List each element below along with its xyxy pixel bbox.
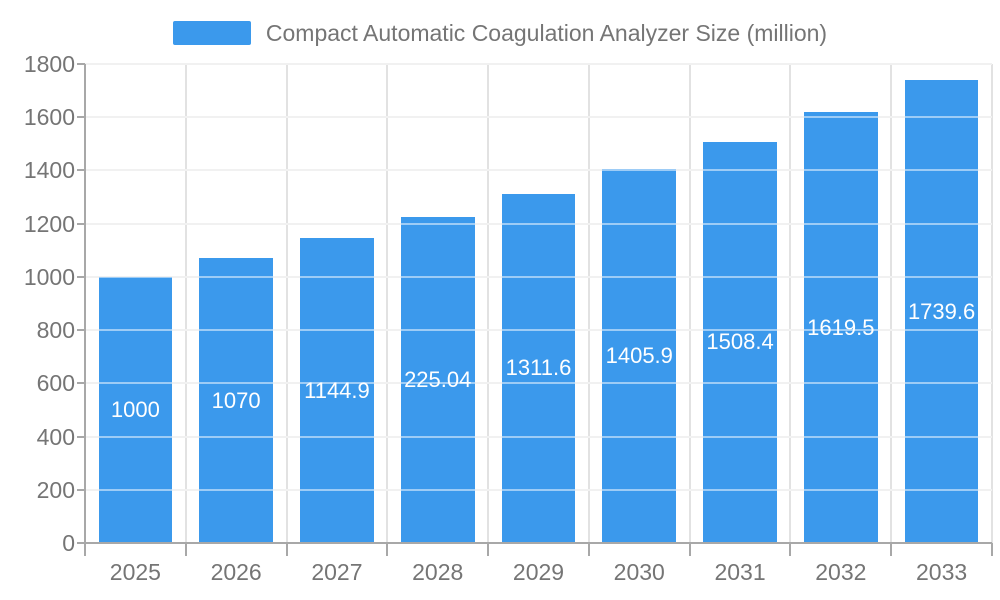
bar-value-label: 225.04 xyxy=(404,367,472,392)
h-gridline-overlay xyxy=(85,329,992,332)
bar-value-label: 1311.6 xyxy=(505,355,572,381)
v-gridline xyxy=(487,64,490,543)
x-axis-tick xyxy=(184,543,187,556)
y-axis-tick-label: 200 xyxy=(36,476,75,503)
h-gridline-overlay xyxy=(85,435,992,438)
h-gridline-overlay xyxy=(85,275,992,278)
legend-swatch xyxy=(172,21,251,45)
bar-value-label: 1405.9 xyxy=(605,342,673,368)
x-axis-tick-label: 2027 xyxy=(311,559,363,585)
y-axis-tick-label: 1400 xyxy=(23,157,75,184)
h-gridline-overlay xyxy=(85,488,992,491)
bar-value-label: 1144.9 xyxy=(304,377,370,403)
bar-2030[interactable] xyxy=(602,168,677,543)
x-axis-tick-label: 2028 xyxy=(412,559,464,585)
legend-label: Compact Automatic Coagulation Analyzer S… xyxy=(265,19,828,46)
x-axis-tick-label: 2025 xyxy=(109,559,161,585)
v-gridline xyxy=(285,64,288,543)
x-axis-tick xyxy=(991,543,993,556)
y-axis-tick xyxy=(77,222,85,225)
x-axis-tick xyxy=(890,543,893,556)
h-gridline-overlay xyxy=(85,382,992,385)
y-axis-tick-label: 600 xyxy=(36,370,75,397)
x-axis-tick-label: 2030 xyxy=(613,559,665,585)
h-gridline-overlay xyxy=(85,116,992,119)
x-axis-tick-label: 2026 xyxy=(210,559,262,585)
v-gridline xyxy=(789,64,792,543)
x-axis-tick xyxy=(789,543,792,556)
x-axis-tick-label: 2029 xyxy=(512,559,565,585)
v-gridline xyxy=(386,64,389,543)
h-gridline-overlay xyxy=(85,169,992,172)
legend: Compact Automatic Coagulation Analyzer S… xyxy=(0,18,1000,48)
v-gridline xyxy=(890,64,893,543)
y-axis-tick xyxy=(77,63,85,65)
x-axis-tick-label: 2031 xyxy=(714,559,766,585)
bar-value-label: 1739.6 xyxy=(907,298,976,324)
x-axis-tick xyxy=(487,543,490,556)
bar-value-label: 1070 xyxy=(211,387,261,413)
x-axis-line xyxy=(85,542,992,544)
legend-item[interactable]: Compact Automatic Coagulation Analyzer S… xyxy=(172,19,828,47)
x-axis-tick xyxy=(285,543,288,556)
bar-value-label: 1508.4 xyxy=(706,329,774,355)
v-gridline xyxy=(688,64,691,543)
bar-2031[interactable] xyxy=(703,141,777,543)
y-axis-tick xyxy=(77,382,85,385)
bar-2029[interactable] xyxy=(501,193,576,543)
y-axis-tick-label: 400 xyxy=(36,423,75,450)
y-axis-tick xyxy=(77,116,85,119)
x-axis-tick xyxy=(386,543,389,556)
v-gridline xyxy=(991,64,993,543)
y-axis-tick-label: 1200 xyxy=(23,210,75,237)
v-gridline xyxy=(184,64,187,543)
x-axis-tick xyxy=(688,543,691,556)
y-axis-tick-label: 1600 xyxy=(23,104,75,131)
y-axis-tick xyxy=(77,435,85,438)
y-axis-tick-label: 1800 xyxy=(23,51,75,77)
x-axis-tick xyxy=(84,543,86,556)
h-gridline-overlay xyxy=(85,63,992,65)
y-axis-tick xyxy=(77,275,85,278)
plot-area: 1000 1070 1144.9 225.04 1311.6 1405.9 1508.4 16… xyxy=(24,51,993,585)
bar-2032[interactable] xyxy=(804,112,878,543)
bar-2026[interactable] xyxy=(199,258,273,543)
bar-2028[interactable] xyxy=(400,217,475,543)
x-axis-tick-label: 2032 xyxy=(815,559,867,585)
v-gridline xyxy=(587,64,590,543)
y-axis-tick-label: 800 xyxy=(36,317,75,344)
x-axis-tick xyxy=(587,543,590,556)
bar-value-label: 1000 xyxy=(110,396,160,422)
h-gridline-overlay xyxy=(85,222,992,225)
bar-value-label: 1619.5 xyxy=(807,314,875,340)
bar-2027[interactable] xyxy=(300,238,374,543)
y-axis-tick-label: 1000 xyxy=(23,263,75,290)
bar-2025[interactable] xyxy=(98,276,173,543)
bar-2033[interactable] xyxy=(904,80,979,543)
y-axis-tick-label: 0 xyxy=(62,530,75,556)
y-axis-tick xyxy=(77,542,85,544)
y-axis-tick xyxy=(77,329,85,332)
x-axis-tick-label: 2033 xyxy=(916,559,968,585)
y-axis-line xyxy=(84,64,86,556)
y-axis-tick xyxy=(77,488,85,491)
y-axis-tick xyxy=(77,169,85,172)
